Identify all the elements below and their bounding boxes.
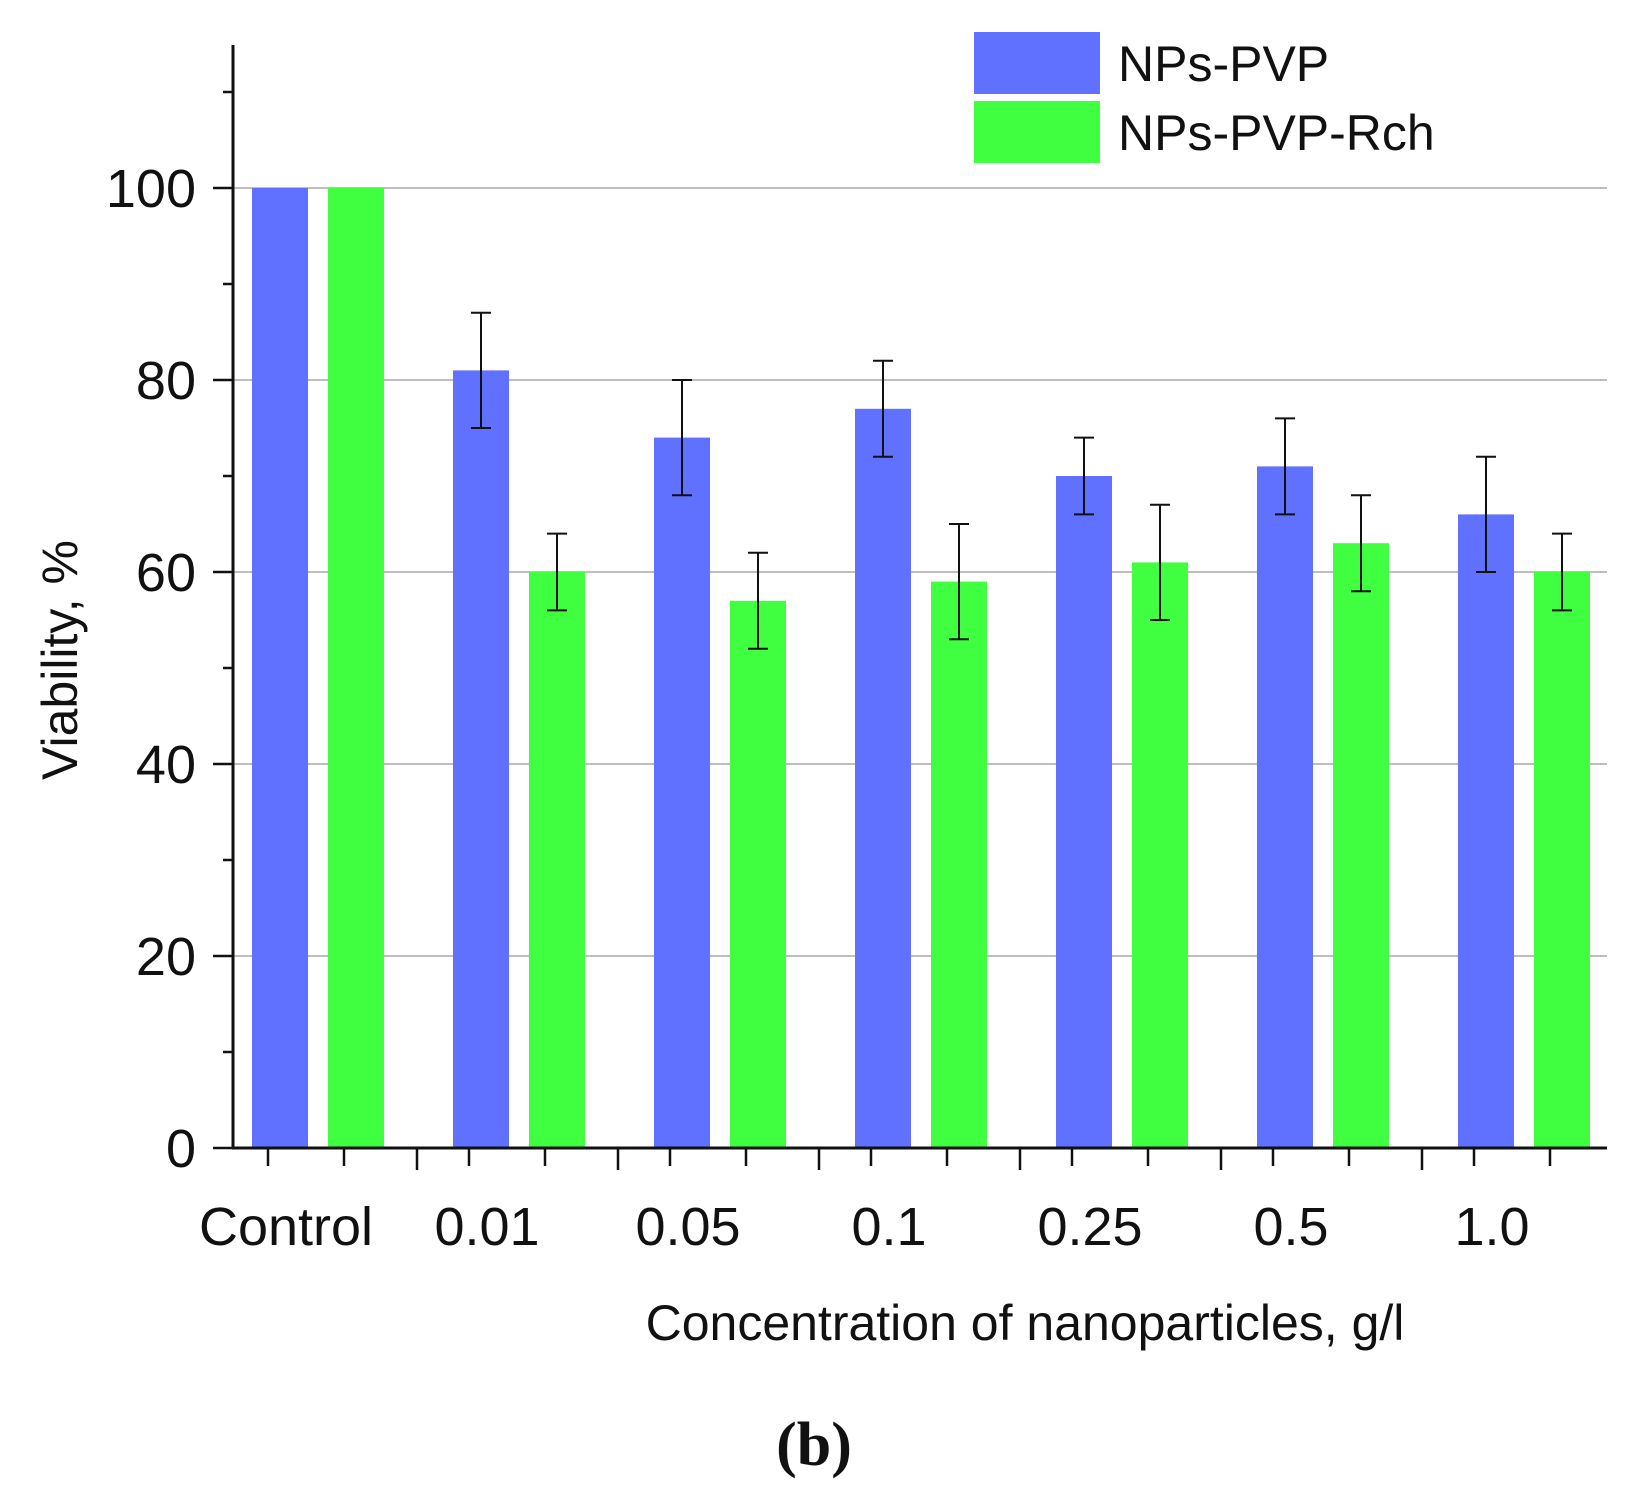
y-tick-label: 0 bbox=[166, 1119, 196, 1179]
legend-swatch bbox=[974, 101, 1100, 163]
legend: NPs-PVP NPs-PVP-Rch bbox=[974, 32, 1435, 163]
x-tick-label: 1.0 bbox=[1454, 1197, 1529, 1257]
x-tick-label: 0.1 bbox=[851, 1197, 926, 1257]
y-tick-label: 80 bbox=[136, 351, 196, 411]
x-tick-label: 0.05 bbox=[635, 1197, 740, 1257]
y-tick-label: 60 bbox=[136, 543, 196, 603]
x-tick-label: 0.25 bbox=[1037, 1197, 1142, 1257]
bar bbox=[730, 600, 786, 1148]
bar bbox=[1458, 514, 1514, 1148]
panel-label: (b) bbox=[776, 1411, 852, 1479]
y-tick-label: 100 bbox=[106, 159, 196, 219]
bar bbox=[931, 581, 987, 1148]
bar bbox=[1534, 572, 1590, 1148]
legend-label: NPs-PVP-Rch bbox=[1118, 105, 1435, 161]
gridlines bbox=[233, 187, 1607, 957]
bar bbox=[855, 408, 911, 1148]
x-tick-label: Control bbox=[199, 1197, 373, 1257]
x-tick-label: 0.5 bbox=[1253, 1197, 1328, 1257]
bar bbox=[1257, 466, 1313, 1148]
bar bbox=[1056, 476, 1112, 1148]
axes: 0 20 40 60 80 100 Control 0.01 0.05 0.1 0.25 0.5 1.0 bbox=[106, 45, 1607, 1257]
bar bbox=[328, 188, 384, 1148]
bar bbox=[252, 188, 308, 1148]
legend-swatch bbox=[974, 32, 1100, 94]
bar bbox=[453, 370, 509, 1148]
y-axis-title: Viability, % bbox=[32, 540, 88, 780]
y-tick-label: 40 bbox=[136, 735, 196, 795]
bar bbox=[1132, 562, 1188, 1148]
bar bbox=[529, 572, 585, 1148]
x-tick-label: 0.01 bbox=[434, 1197, 539, 1257]
bars bbox=[252, 188, 1590, 1149]
legend-label: NPs-PVP bbox=[1118, 36, 1329, 92]
bar bbox=[1333, 543, 1389, 1148]
y-tick-label: 20 bbox=[136, 927, 196, 987]
x-axis-title: Concentration of nanoparticles, g/l bbox=[646, 1295, 1405, 1351]
bar bbox=[654, 437, 710, 1149]
error-bars bbox=[471, 311, 1572, 650]
